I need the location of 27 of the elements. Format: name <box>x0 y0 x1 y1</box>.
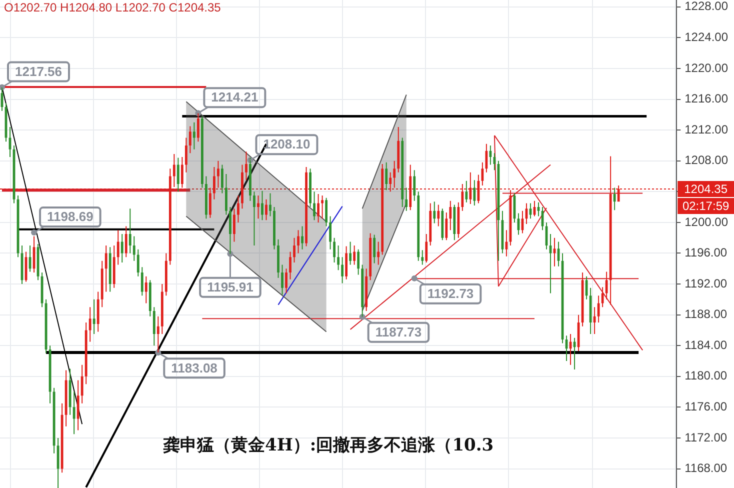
data-label: 1195.91 <box>207 280 254 295</box>
y-tick-label: 1192.00 <box>684 276 728 290</box>
y-tick-label: 1196.00 <box>684 246 728 260</box>
ref-line-label: 1204.35 <box>684 182 728 196</box>
text: 02:17:59 <box>682 198 730 213</box>
y-tick-label: 1180.00 <box>684 368 728 383</box>
y-tick-label: 1228.00 <box>684 0 728 14</box>
data-label: 1214.21 <box>211 90 258 105</box>
data-label: 1208.10 <box>263 136 310 152</box>
y-tick-label: 1188.00 <box>684 307 728 322</box>
y-tick-label: 1220.00 <box>684 60 728 75</box>
annotation: O1202.70 H1204.80 L1202.70 C1204.35 <box>4 0 222 14</box>
text: 龚申猛（黄金4H）:回撤再多不追涨（10.3 <box>163 435 494 456</box>
y-tick-label: 1216.00 <box>684 92 728 106</box>
data-label: 1198.69 <box>47 209 94 224</box>
y-tick-label: 1172.00 <box>684 430 728 444</box>
y-tick-label: 1224.00 <box>684 30 728 44</box>
data-label: 1187.73 <box>375 324 422 340</box>
y-tick-label: 1168.00 <box>684 461 728 476</box>
data-label: 1217.56 <box>15 64 62 79</box>
data-label: 1183.08 <box>171 360 218 376</box>
y-tick-label: 1200.00 <box>684 214 728 229</box>
y-tick-label: 1208.00 <box>684 153 728 168</box>
y-tick-label: 1176.00 <box>684 399 728 414</box>
data-label: 1192.73 <box>427 286 474 301</box>
y-tick-label: 1212.00 <box>684 122 728 136</box>
y-tick-label: 1184.00 <box>684 338 728 352</box>
